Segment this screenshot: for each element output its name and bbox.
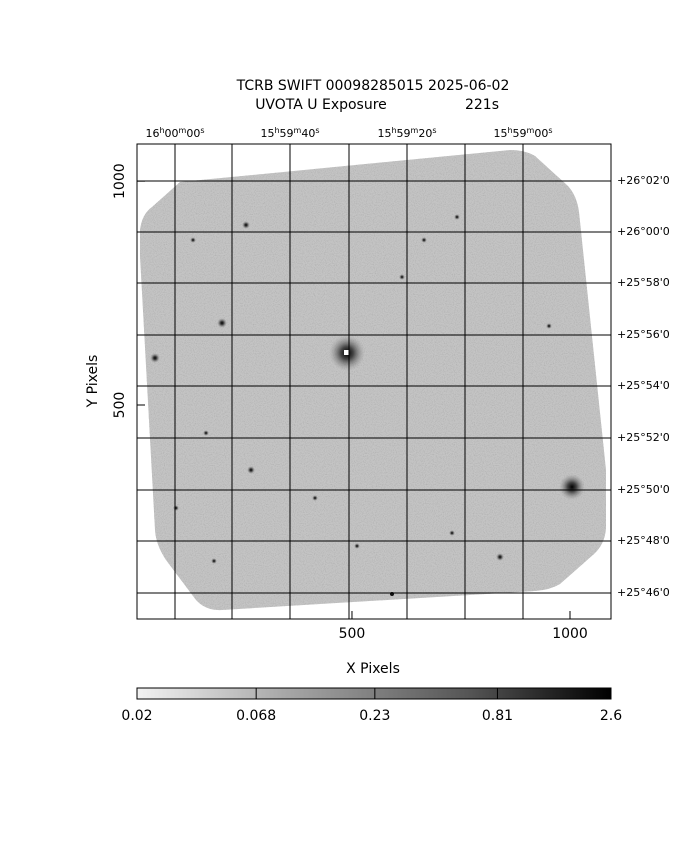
- star: [203, 430, 209, 436]
- ra-label: 15h59m40s: [260, 126, 319, 141]
- star: [399, 274, 405, 280]
- colorbar-tick-label: 2.6: [600, 708, 622, 724]
- star: [421, 237, 427, 243]
- exposure: 221s: [465, 97, 499, 113]
- coordinate-grid: [137, 144, 611, 619]
- y-tick-label: 500: [112, 392, 128, 419]
- star: [449, 530, 455, 536]
- dec-label: +26°00'0: [617, 225, 670, 238]
- y-axis-label: Y Pixels: [85, 355, 101, 409]
- plot-frame: [136, 143, 612, 620]
- colorbar-tick-label: 0.02: [121, 708, 152, 724]
- dec-label: +26°02'0: [617, 174, 670, 187]
- dec-label: +25°52'0: [617, 431, 670, 444]
- ra-label: 16h00m00s: [145, 126, 204, 141]
- star: [217, 318, 227, 328]
- colorbar-tick-label: 0.81: [482, 708, 513, 724]
- title: TCRB SWIFT 00098285015 2025-06-02: [236, 78, 510, 94]
- star: [454, 214, 460, 220]
- x-axis-label: X Pixels: [346, 661, 400, 677]
- colorbar-tick-label: 0.068: [236, 708, 276, 724]
- y-tick-label: 1000: [112, 163, 128, 199]
- sky-image: [140, 150, 606, 611]
- dec-label: +25°58'0: [617, 276, 670, 289]
- star: [150, 353, 160, 363]
- star: [312, 495, 318, 501]
- star: [247, 466, 255, 474]
- dec-label: +25°56'0: [617, 328, 670, 341]
- x-tick-label: 500: [339, 626, 366, 642]
- ra-label: 15h59m00s: [493, 126, 552, 141]
- exposure-field: [140, 150, 606, 611]
- star: [173, 505, 179, 511]
- star: [211, 558, 217, 564]
- colorbar: [136, 687, 612, 700]
- colorbar-tick-label: 0.23: [359, 708, 390, 724]
- star: [354, 543, 360, 549]
- dec-label: +25°54'0: [617, 379, 670, 392]
- star: [190, 237, 196, 243]
- star-core: [344, 350, 349, 355]
- star: [559, 474, 585, 500]
- dec-label: +25°50'0: [617, 483, 670, 496]
- star: [496, 553, 504, 561]
- star: [546, 323, 552, 329]
- dec-label: +25°48'0: [617, 534, 670, 547]
- subtitle: UVOTA U Exposure: [255, 97, 387, 113]
- dec-label: +25°46'0: [617, 586, 670, 599]
- x-tick-label: 1000: [552, 626, 588, 642]
- star: [242, 221, 250, 229]
- ra-label: 15h59m20s: [377, 126, 436, 141]
